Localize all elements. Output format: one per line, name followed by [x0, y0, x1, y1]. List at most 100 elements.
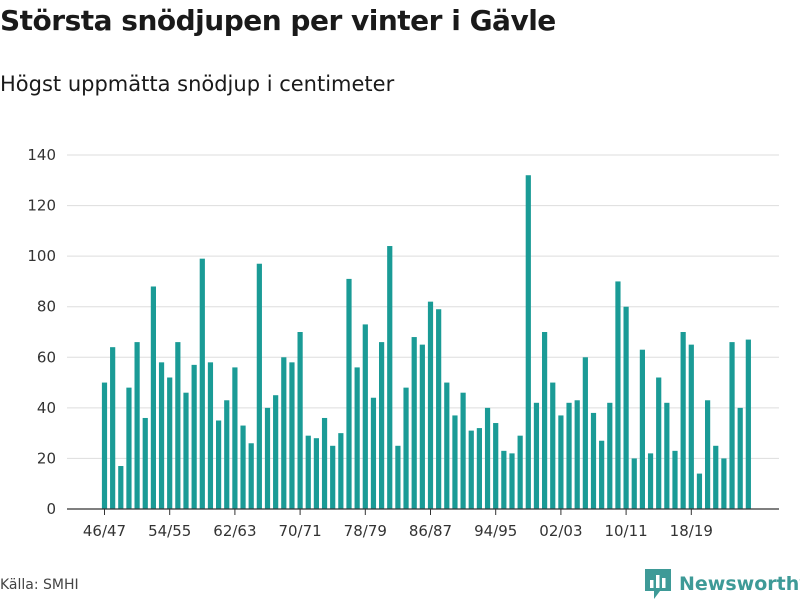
- brand-name: Newsworthy: [679, 573, 800, 595]
- bar-87-88: [436, 309, 442, 509]
- chart-title: Största snödjupen per vinter i Gävle: [0, 4, 556, 37]
- bar-94-95: [493, 423, 499, 509]
- y-tick-label: 120: [27, 197, 56, 215]
- bar-21-22: [713, 445, 719, 509]
- bar-67-68: [273, 395, 279, 509]
- bar-78-79: [362, 324, 368, 509]
- y-tick-label: 60: [37, 348, 56, 366]
- bar-81-82: [387, 246, 393, 509]
- bar-99-00: [533, 402, 540, 509]
- y-tick-label: 140: [27, 146, 56, 164]
- bar-73-74: [321, 417, 328, 509]
- bar-06-07: [590, 412, 597, 509]
- x-tick-label: 46/47: [83, 522, 126, 540]
- bar-61-62: [224, 400, 230, 509]
- bar-58-59: [199, 258, 205, 509]
- x-tick-label: 18/19: [670, 522, 713, 540]
- bar-09-10: [615, 281, 621, 509]
- bar-14-15: [656, 377, 662, 509]
- bar-11-12: [631, 458, 637, 509]
- bar-53-54: [158, 362, 165, 509]
- bar-56-57: [183, 392, 189, 509]
- y-axis-tick-labels: 0 20 40 60 80 100 120 140: [27, 146, 56, 518]
- chart-subtitle: Högst uppmätta snödjup i centimeter: [0, 72, 395, 96]
- bar-47-48: [110, 347, 116, 509]
- bar-62-63: [232, 367, 238, 509]
- bar-83-84: [403, 387, 409, 509]
- bar-84-85: [411, 337, 417, 509]
- x-tick-label: 54/55: [148, 522, 191, 540]
- x-tick-label: 94/95: [474, 522, 517, 540]
- y-tick-label: 100: [27, 247, 56, 265]
- bar-54-55: [167, 377, 173, 509]
- bar-57-58: [191, 364, 197, 509]
- bar-86-87: [427, 301, 434, 509]
- y-tick-label: 80: [37, 298, 56, 316]
- bar-05-06: [582, 357, 588, 509]
- bar-97-98: [517, 435, 523, 509]
- bar-02-03: [558, 415, 564, 509]
- bar-65-66: [256, 263, 262, 509]
- bar-98-99: [525, 175, 531, 510]
- bar-93-94: [484, 407, 491, 509]
- bar-20-21: [705, 400, 711, 509]
- bar-19-20: [696, 473, 703, 509]
- bar-01-02: [550, 382, 556, 509]
- bar-82-83: [395, 445, 401, 509]
- bar-17-18: [680, 332, 686, 509]
- bar-04-05: [574, 400, 580, 509]
- newsworthy-logo-icon: [645, 569, 671, 599]
- bar-80-81: [379, 342, 385, 509]
- bar-50-51: [134, 342, 140, 509]
- bar-22-23: [721, 458, 727, 509]
- bar-03-04: [566, 402, 572, 509]
- y-tick-label: 40: [37, 399, 56, 417]
- x-axis: 46/47 54/55 62/63 70/71 78/79 86/87 94/95 02/03…: [67, 508, 779, 540]
- bar-08-09: [607, 402, 613, 509]
- bar-74-75: [330, 445, 336, 509]
- bar-63-64: [240, 425, 246, 509]
- bar-79-80: [370, 397, 377, 509]
- bar-95-96: [501, 450, 507, 509]
- bar-46-47: [101, 382, 108, 509]
- bar-10-11: [623, 306, 629, 509]
- bar-96-97: [509, 453, 515, 509]
- bar-71-72: [305, 435, 311, 509]
- bar-23-24: [729, 342, 735, 509]
- bar-92-93: [476, 428, 482, 509]
- bar-69-70: [289, 362, 295, 509]
- bar-15-16: [664, 402, 670, 509]
- bar-25-26: [745, 339, 751, 509]
- bar-64-65: [248, 443, 254, 509]
- x-tick-label: 10/11: [604, 522, 647, 540]
- bar-72-73: [313, 438, 319, 509]
- bar-90-91: [460, 392, 466, 509]
- x-tick-label: 86/87: [409, 522, 452, 540]
- bar-59-60: [207, 362, 214, 509]
- x-tick-label: 70/71: [278, 522, 321, 540]
- bar-16-17: [672, 450, 678, 509]
- y-tick-label: 0: [46, 500, 56, 518]
- bar-12-13: [639, 349, 645, 509]
- x-tick-label: 02/03: [539, 522, 582, 540]
- bar-24-25: [737, 407, 743, 509]
- bar-70-71: [297, 332, 303, 509]
- bar-66-67: [264, 407, 271, 509]
- bar-51-52: [142, 417, 148, 509]
- bar-00-01: [542, 332, 548, 509]
- bar-75-76: [338, 433, 344, 509]
- bar-85-86: [419, 344, 425, 509]
- bar-18-19: [688, 344, 694, 509]
- bar-91-92: [468, 430, 474, 509]
- bar-76-77: [346, 278, 352, 509]
- bar-60-61: [216, 420, 222, 509]
- source-note: Källa: SMHI: [0, 577, 79, 593]
- bar-07-08: [599, 440, 605, 509]
- bar-88-89: [444, 382, 450, 509]
- bar-49-50: [126, 387, 132, 509]
- brand[interactable]: Newsworthy: [645, 568, 800, 600]
- x-tick-label: 78/79: [344, 522, 387, 540]
- bar-89-90: [452, 415, 458, 509]
- bar-55-56: [175, 342, 181, 509]
- y-tick-label: 20: [37, 449, 56, 467]
